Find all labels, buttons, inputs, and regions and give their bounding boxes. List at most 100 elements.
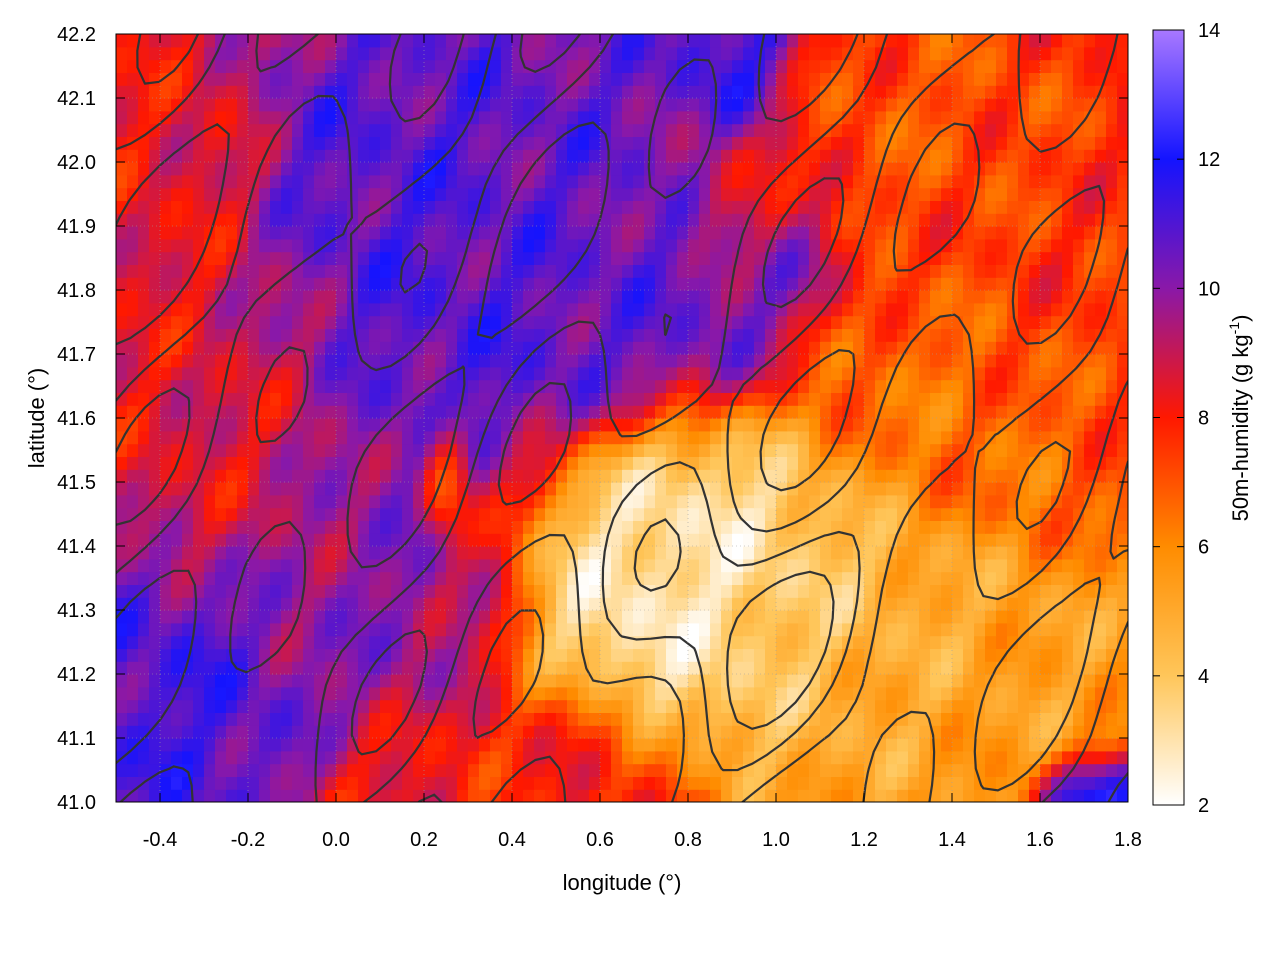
heatmap-cell (776, 443, 788, 457)
heatmap-cell (721, 418, 733, 432)
heatmap-cell (1029, 571, 1041, 585)
heatmap-cell (523, 174, 535, 189)
heatmap-cell (259, 584, 271, 598)
heatmap-cell (1062, 405, 1074, 419)
heatmap-cell (567, 430, 579, 445)
heatmap-cell (875, 136, 887, 150)
heatmap-cell (919, 110, 931, 125)
heatmap-cell (138, 110, 150, 125)
heatmap-cell (611, 341, 623, 355)
heatmap-cell (864, 290, 876, 304)
heatmap-cell (281, 238, 293, 253)
heatmap-cell (930, 571, 942, 585)
heatmap-cell (435, 661, 447, 675)
heatmap-cell (457, 200, 469, 214)
heatmap-cell (380, 520, 392, 534)
heatmap-cell (479, 238, 491, 253)
heatmap-cell (655, 213, 667, 227)
heatmap-cell (941, 136, 953, 150)
heatmap-cell (1062, 674, 1074, 688)
heatmap-cell (941, 661, 953, 675)
heatmap-cell (732, 776, 744, 790)
heatmap-cell (468, 264, 480, 278)
heatmap-cell (534, 315, 546, 329)
heatmap-cell (655, 597, 667, 611)
heatmap-cell (1095, 366, 1107, 381)
heatmap-cell (1040, 123, 1052, 137)
heatmap-cell (600, 418, 612, 432)
heatmap-cell (1095, 776, 1107, 790)
heatmap-cell (985, 763, 997, 777)
heatmap-cell (809, 123, 821, 137)
heatmap-cell (391, 558, 403, 573)
heatmap-cell (1062, 418, 1074, 432)
heatmap-cell (952, 238, 964, 253)
heatmap-cell (578, 264, 590, 278)
heatmap-cell (380, 456, 392, 470)
heatmap-cell (160, 238, 172, 253)
heatmap-cell (721, 290, 733, 304)
heatmap-cell (446, 418, 458, 432)
heatmap-cell (358, 174, 370, 189)
heatmap-cell (292, 162, 304, 176)
heatmap-cell (908, 494, 920, 509)
heatmap-cell (666, 149, 678, 163)
heatmap-cell (952, 622, 964, 637)
heatmap-cell (864, 763, 876, 777)
heatmap-cell (842, 290, 854, 304)
heatmap-cell (655, 123, 667, 137)
heatmap-cell (281, 546, 293, 560)
heatmap-cell (1095, 174, 1107, 189)
heatmap-cell (864, 482, 876, 496)
heatmap-cell (699, 443, 711, 457)
heatmap-cell (875, 648, 887, 662)
heatmap-cell (798, 328, 810, 342)
heatmap-cell (523, 366, 535, 381)
heatmap-cell (215, 750, 227, 765)
heatmap-cell (534, 187, 546, 201)
heatmap-cell (501, 430, 513, 445)
heatmap-cell (875, 494, 887, 509)
heatmap-cell (1040, 597, 1052, 611)
heatmap-cell (743, 123, 755, 137)
heatmap-cell (413, 558, 425, 573)
heatmap-cell (248, 686, 260, 701)
heatmap-cell (248, 546, 260, 560)
heatmap-cell (1029, 520, 1041, 534)
heatmap-cell (567, 558, 579, 573)
heatmap-cell (952, 366, 964, 381)
heatmap-cell (116, 392, 128, 406)
heatmap-cell (347, 213, 359, 227)
heatmap-cell (622, 546, 634, 560)
heatmap-cell (457, 443, 469, 457)
heatmap-cell (226, 750, 238, 765)
heatmap-cell (897, 174, 909, 189)
heatmap-cell (897, 507, 909, 521)
heatmap-cell (138, 456, 150, 470)
heatmap-cell (578, 302, 590, 317)
heatmap-cell (1040, 149, 1052, 163)
heatmap-cell (765, 136, 777, 150)
heatmap-cell (798, 238, 810, 253)
heatmap-cell (875, 379, 887, 393)
heatmap-cell (193, 187, 205, 201)
heatmap-cell (1051, 110, 1063, 125)
heatmap-cell (743, 110, 755, 125)
heatmap-cell (545, 123, 557, 137)
heatmap-cell (358, 136, 370, 150)
heatmap-cell (600, 251, 612, 265)
heatmap-cell (314, 354, 326, 368)
heatmap-cell (116, 712, 128, 726)
heatmap-cell (578, 571, 590, 585)
heatmap-cell (622, 635, 634, 649)
heatmap-cell (633, 533, 645, 547)
heatmap-cell (820, 610, 832, 624)
heatmap-cell (853, 430, 865, 445)
heatmap-cell (523, 789, 535, 802)
heatmap-cell (248, 264, 260, 278)
heatmap-cell (721, 494, 733, 509)
heatmap-cell (391, 277, 403, 291)
heatmap-cell (468, 776, 480, 790)
heatmap-cell (501, 597, 513, 611)
heatmap-cell (831, 418, 843, 432)
